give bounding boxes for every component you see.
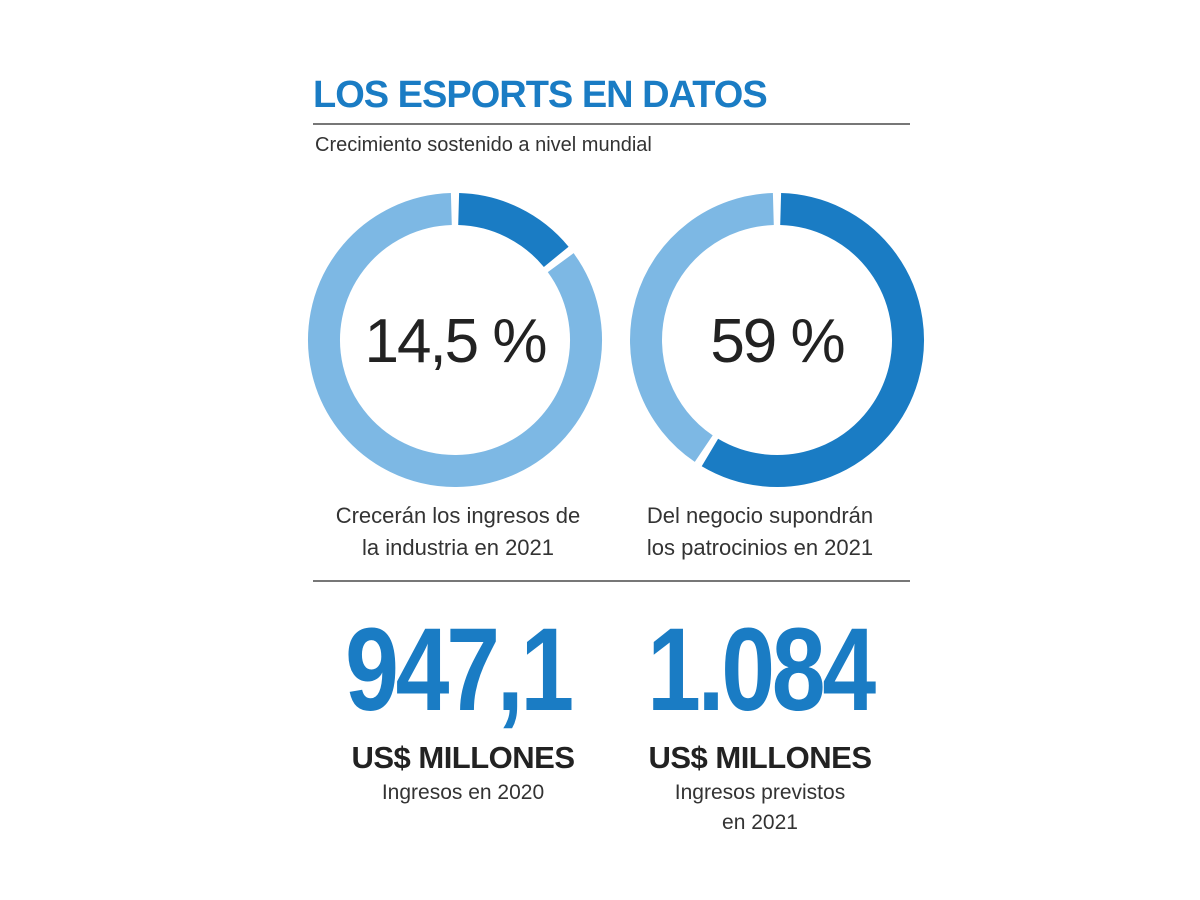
caption-line: la industria en 2021 [361,535,555,560]
donut-caption-sponsorship-share: Del negocio supondrán los patrocinios en… [610,500,910,564]
stat-value-2021: 1.084 [647,604,876,736]
donut-value-segment [701,193,924,487]
donut-remainder-segment [308,193,602,487]
note-line: en 2021 [722,811,798,834]
note-line: Ingresos previstos [674,781,846,804]
stat-unit-2020: US$ MILLONES [351,740,575,775]
stat-note-2020: Ingresos en 2020 [313,778,613,808]
donut-chart-sponsorship-share: 59 % [630,193,924,487]
stat-value-2020: 947,1 [345,604,574,736]
donut-remainder-segment [630,193,775,462]
section-divider [313,580,910,582]
caption-line: Del negocio supondrán [646,503,874,528]
donut-caption-revenue-growth: Crecerán los ingresos de la industria en… [308,500,608,564]
infographic-title: LOS ESPORTS EN DATOS [313,74,768,116]
caption-line: Crecerán los ingresos de [335,503,581,528]
donut-chart-revenue-growth: 14,5 % [308,193,602,487]
infographic-subtitle: Crecimiento sostenido a nivel mundial [315,134,652,156]
donut-value-segment [457,193,569,268]
stat-note-2021: Ingresos previstos en 2021 [610,778,910,838]
note-line: Ingresos en 2020 [381,781,545,804]
caption-line: los patrocinios en 2021 [646,535,874,560]
stat-unit-2021: US$ MILLONES [648,740,872,775]
title-divider [313,123,910,125]
donut-center-label: 59 % [710,307,843,376]
donut-center-label: 14,5 % [364,307,545,376]
